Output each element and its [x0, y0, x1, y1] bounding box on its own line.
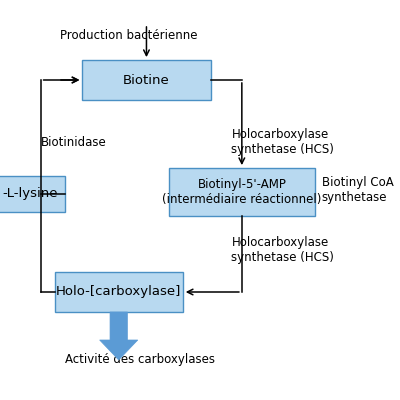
Text: Activité des carboxylases: Activité des carboxylases [65, 353, 215, 366]
Text: Holocarboxylase
synthetase (HCS): Holocarboxylase synthetase (HCS) [232, 128, 334, 156]
Text: -L-lysine: -L-lysine [2, 188, 58, 200]
Polygon shape [100, 312, 138, 360]
Text: Holocarboxylase
synthetase (HCS): Holocarboxylase synthetase (HCS) [232, 236, 334, 264]
Text: Holo-[carboxylase]: Holo-[carboxylase] [56, 286, 181, 298]
Text: Biotine: Biotine [123, 74, 170, 86]
FancyBboxPatch shape [0, 176, 65, 212]
Text: Biotinyl-5'-AMP
(intermédiaire réactionnel): Biotinyl-5'-AMP (intermédiaire réactionn… [162, 178, 322, 206]
Text: Production bactérienne: Production bactérienne [60, 29, 198, 42]
Text: Biotinyl CoA
synthetase: Biotinyl CoA synthetase [322, 176, 393, 204]
FancyBboxPatch shape [169, 168, 315, 216]
Text: Biotinidase: Biotinidase [41, 136, 106, 148]
FancyBboxPatch shape [54, 272, 183, 312]
FancyBboxPatch shape [82, 60, 211, 100]
